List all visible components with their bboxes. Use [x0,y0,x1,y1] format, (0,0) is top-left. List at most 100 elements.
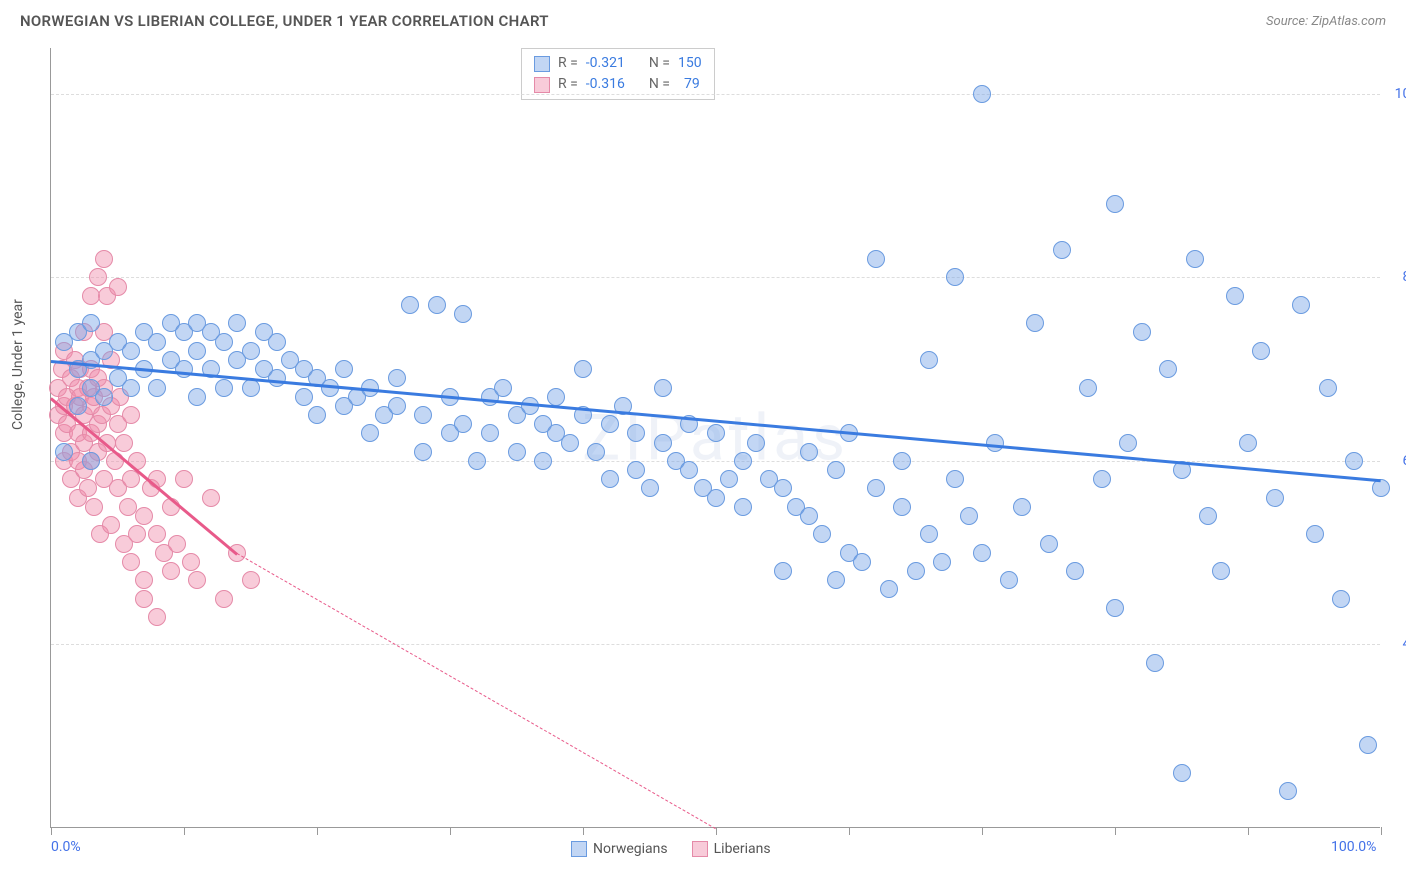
n-label: N = [649,53,670,74]
data-point-liberians [95,250,113,268]
data-point-norwegians [295,388,313,406]
data-point-norwegians [720,470,738,488]
data-point-norwegians [946,470,964,488]
data-point-norwegians [308,406,326,424]
data-point-norwegians [122,379,140,397]
data-point-liberians [188,571,206,589]
data-point-norwegians [401,296,419,314]
gridline [51,644,1380,645]
legend-label-liberians: Liberians [714,841,771,857]
y-tick-label: 100.0% [1385,86,1406,102]
stats-row-liberians: R = -0.316 N = 79 [534,74,702,95]
data-point-norwegians [1053,241,1071,259]
data-point-norwegians [215,379,233,397]
data-point-norwegians [893,498,911,516]
series-legend: Norwegians Liberians [571,841,771,857]
data-point-norwegians [494,379,512,397]
data-point-norwegians [1306,525,1324,543]
data-point-norwegians [627,424,645,442]
data-point-norwegians [508,443,526,461]
data-point-norwegians [148,379,166,397]
data-point-liberians [242,571,260,589]
data-point-norwegians [69,397,87,415]
data-point-norwegians [946,268,964,286]
trendline-norwegians [51,360,1381,482]
swatch-liberians-icon [534,77,550,93]
x-tick-label: 0.0% [51,839,81,855]
x-tick [1115,827,1116,835]
data-point-norwegians [1319,379,1337,397]
data-point-norwegians [1106,599,1124,617]
data-point-norwegians [468,452,486,470]
data-point-norwegians [867,250,885,268]
data-point-norwegians [920,351,938,369]
legend-item-norwegians: Norwegians [571,841,668,857]
stats-legend: R = -0.321 N = 150 R = -0.316 N = 79 [521,48,715,100]
data-point-norwegians [1359,736,1377,754]
data-point-norwegians [1266,489,1284,507]
data-point-norwegians [800,507,818,525]
x-tick [450,827,451,835]
data-point-norwegians [680,461,698,479]
data-point-norwegians [960,507,978,525]
data-point-liberians [122,470,140,488]
source-attribution: Source: ZipAtlas.com [1266,14,1386,29]
gridline [51,94,1380,95]
data-point-norwegians [1106,195,1124,213]
data-point-norwegians [1226,287,1244,305]
data-point-liberians [79,479,97,497]
data-point-norwegians [188,388,206,406]
data-point-norwegians [1279,782,1297,800]
data-point-norwegians [813,525,831,543]
data-point-norwegians [82,452,100,470]
data-point-liberians [135,571,153,589]
data-point-norwegians [1146,654,1164,672]
data-point-liberians [115,434,133,452]
x-tick [583,827,584,835]
data-point-norwegians [1292,296,1310,314]
data-point-norwegians [414,443,432,461]
data-point-norwegians [82,314,100,332]
data-point-norwegians [1066,562,1084,580]
data-point-norwegians [188,342,206,360]
data-point-liberians [128,525,146,543]
data-point-norwegians [1079,379,1097,397]
data-point-liberians [168,535,186,553]
r-label: R = [558,74,578,95]
data-point-norwegians [268,333,286,351]
data-point-norwegians [800,443,818,461]
data-point-liberians [148,608,166,626]
data-point-norwegians [654,434,672,452]
y-tick-label: 60.0% [1385,453,1406,469]
data-point-liberians [122,553,140,571]
data-point-norwegians [1199,507,1217,525]
data-point-norwegians [1093,470,1111,488]
header: NORWEGIAN VS LIBERIAN COLLEGE, UNDER 1 Y… [0,0,1406,38]
data-point-norwegians [893,452,911,470]
data-point-norwegians [747,434,765,452]
r-value-norwegians: -0.321 [586,53,625,74]
data-point-norwegians [707,489,725,507]
data-point-norwegians [1040,535,1058,553]
data-point-norwegians [1026,314,1044,332]
n-value-liberians: 79 [678,74,700,95]
data-point-norwegians [627,461,645,479]
data-point-norwegians [414,406,432,424]
data-point-liberians [85,498,103,516]
data-point-norwegians [1332,590,1350,608]
swatch-norwegians-icon [534,56,550,72]
data-point-norwegians [641,479,659,497]
data-point-norwegians [1000,571,1018,589]
data-point-norwegians [175,360,193,378]
data-point-norwegians [361,424,379,442]
data-point-norwegians [547,388,565,406]
y-axis-label: College, Under 1 year [10,299,26,430]
swatch-norwegians-icon [571,841,587,857]
data-point-liberians [202,489,220,507]
data-point-norwegians [428,296,446,314]
data-point-norwegians [122,342,140,360]
data-point-norwegians [973,85,991,103]
data-point-norwegians [1372,479,1390,497]
data-point-norwegians [148,333,166,351]
data-point-norwegians [827,571,845,589]
